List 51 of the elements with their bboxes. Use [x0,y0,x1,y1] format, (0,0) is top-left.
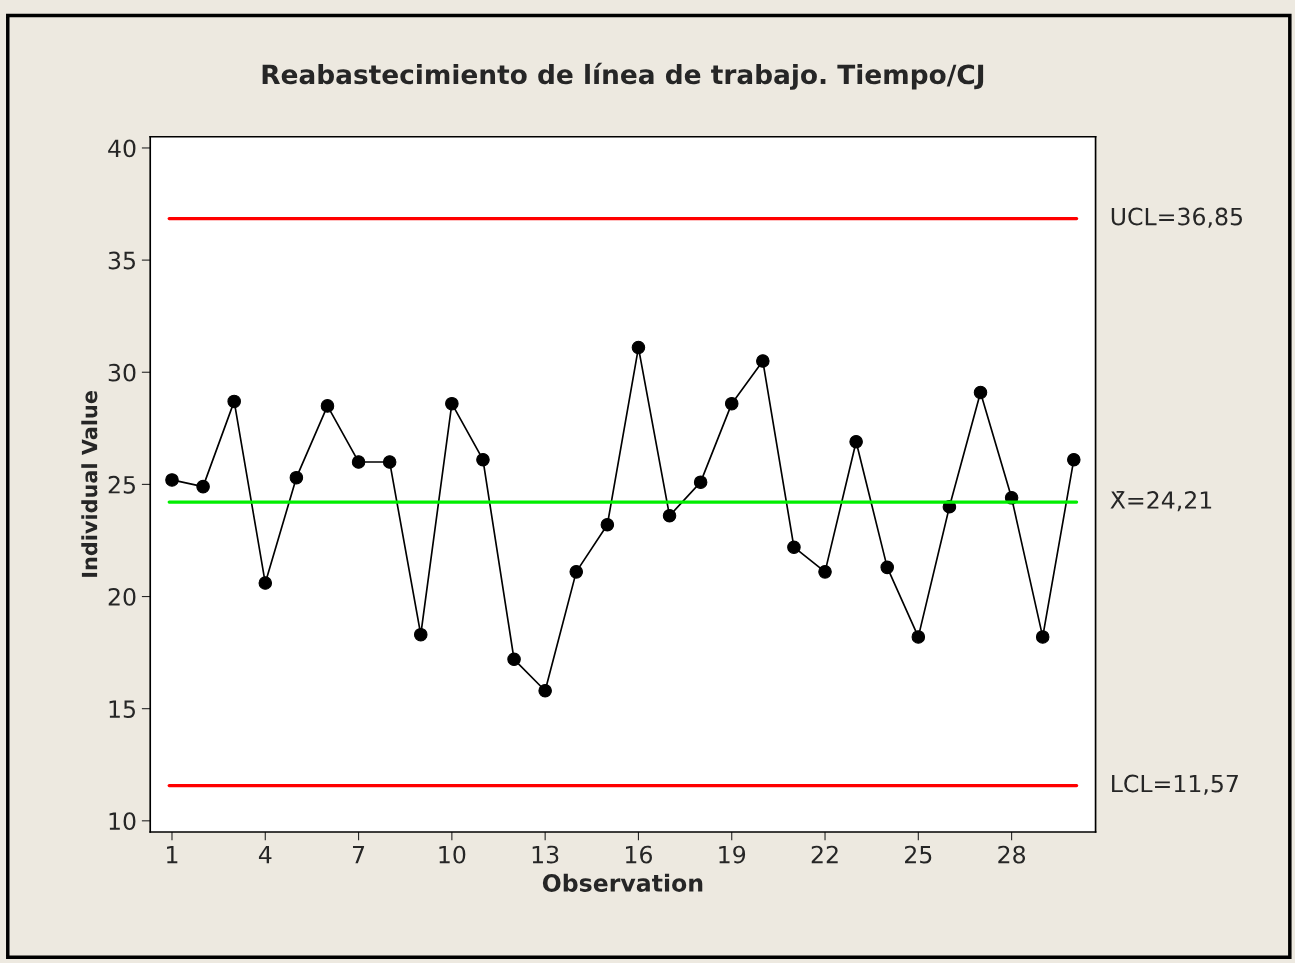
y-tick-label: 30 [108,363,136,382]
point [756,354,770,368]
point [787,540,801,554]
ref-line-label: UCL=36,85 [1111,207,1242,228]
point [445,396,459,411]
point [1035,630,1050,644]
point [911,630,926,644]
x-tick-label: 1 [167,845,178,864]
y-tick-label: 20 [108,587,136,606]
point [382,455,397,469]
x-tick-label: 28 [998,845,1026,864]
x-tick-label: 25 [905,845,932,864]
x-tick-label: 7 [353,845,365,864]
point [351,455,366,469]
ref-line-label: LCL=11,57 [1112,774,1238,795]
point [258,576,273,590]
x-tick-label: 22 [811,845,838,864]
point [165,473,179,487]
y-tick-label: 10 [109,812,136,831]
point [196,479,210,494]
point [320,399,335,413]
point [1067,452,1081,467]
point [289,470,304,485]
x-tick-label: 19 [719,845,746,864]
point [693,475,708,489]
y-tick-label: 35 [108,251,135,270]
point [538,683,552,698]
point [724,396,739,411]
x-tick-label: 10 [439,845,466,864]
x-tick-label: 16 [626,845,652,864]
point [227,394,241,409]
point [973,385,988,400]
chart-title: Reabastecimiento de línea de trabajo. Tiempo/CJ [262,62,984,90]
y-tick-label: 15 [109,700,135,718]
y-tick-label: 40 [108,139,136,158]
point [631,340,646,355]
point [476,452,490,467]
point [818,565,832,579]
y-tick-label: 25 [108,475,135,494]
point [849,435,863,449]
point [600,517,615,532]
y-axis-title: Individual Value [81,391,98,577]
x-tick-label: 4 [258,845,272,864]
x-axis-title: Observation [542,873,703,892]
point [569,565,584,579]
point [413,627,428,642]
point [880,560,894,575]
point [507,652,521,667]
x-tick-label: 13 [532,845,559,864]
point [662,509,677,523]
ref-line-label: X̄=24,21 [1110,491,1212,512]
